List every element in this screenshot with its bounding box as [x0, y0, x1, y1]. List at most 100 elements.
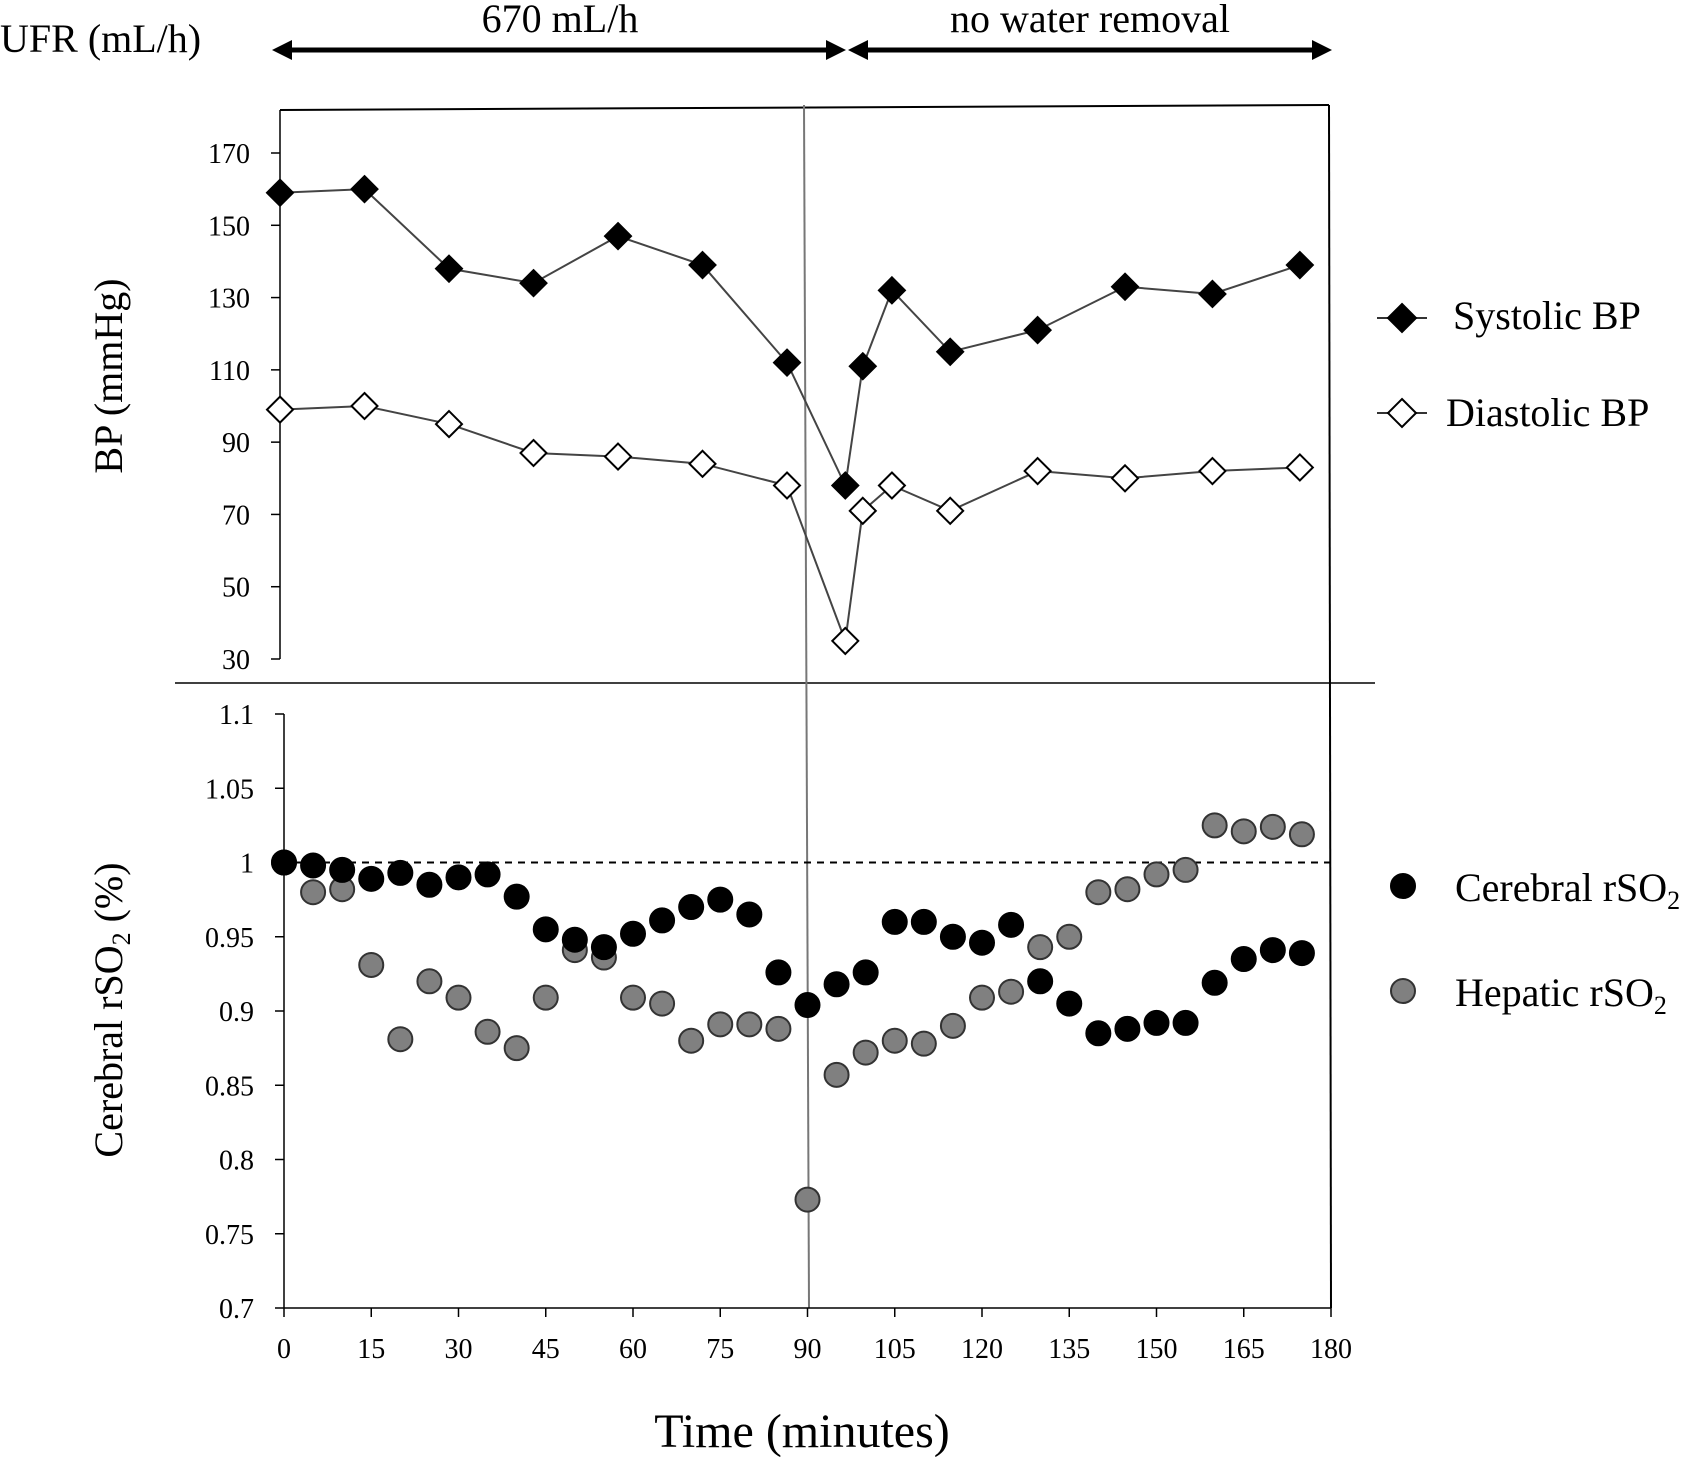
diastolic-point	[1110, 463, 1140, 493]
bp-panel: 30 50 70 90 110 130 150 170	[208, 110, 1315, 676]
cerebral-point	[329, 856, 356, 883]
cerebral-point	[503, 883, 530, 910]
bp-ytick-label: 90	[222, 428, 250, 459]
bp-ytick-label: 170	[208, 139, 250, 170]
systolic-point	[1285, 250, 1315, 280]
legend-cerebral-marker	[1390, 873, 1416, 899]
hepatic-point	[358, 951, 385, 978]
hepatic-point	[474, 1018, 501, 1045]
cerebral-point	[358, 865, 385, 892]
cerebral-point	[1056, 990, 1083, 1017]
diastolic-point	[434, 409, 464, 439]
x-axis-title: Time (minutes)	[654, 1405, 950, 1457]
systolic-point	[434, 254, 464, 284]
cerebral-point	[969, 929, 995, 956]
x-tick-label: 0	[277, 1334, 291, 1365]
cerebral-point	[1259, 937, 1286, 964]
hepatic-point	[532, 984, 559, 1011]
hepatic-point	[649, 990, 676, 1017]
cerebral-point	[474, 861, 501, 888]
hepatic-point	[1085, 879, 1112, 906]
legend-diastolic: Diastolic BP	[1377, 390, 1649, 435]
rso2-ytick-label: 1.05	[205, 774, 254, 805]
hepatic-point	[736, 1011, 763, 1038]
hepatic-point	[910, 1030, 937, 1057]
cerebral-point	[561, 926, 588, 953]
diastolic-point	[877, 471, 907, 500]
cerebral-point	[300, 852, 327, 879]
x-tick-label: 150	[1136, 1334, 1178, 1365]
systolic-point	[1110, 272, 1140, 302]
hepatic-point	[416, 968, 443, 995]
diastolic-point	[519, 438, 548, 468]
rso2-ytick-label: 0.75	[205, 1220, 254, 1251]
cerebral-point	[1172, 1009, 1199, 1036]
diastolic-point	[848, 496, 878, 526]
cerebral-point	[532, 916, 559, 943]
x-tick-label: 60	[619, 1334, 647, 1365]
cerebral-point	[678, 894, 705, 921]
systolic-point	[935, 337, 965, 367]
cerebral-point	[387, 859, 414, 886]
hepatic-point	[852, 1039, 879, 1066]
cerebral-point	[910, 908, 937, 935]
rso2-ytick-label: 1.1	[219, 700, 254, 731]
cerebral-point	[765, 959, 792, 986]
rso2-ytick-label: 0.95	[205, 923, 254, 954]
cerebral-point	[881, 908, 908, 935]
ufr-segment1-label: 670 mL/h	[482, 0, 639, 41]
hepatic-point	[1114, 876, 1141, 903]
cerebral-point	[939, 923, 966, 950]
right-frame-line	[1328, 104, 1332, 1309]
cerebral-point	[998, 911, 1025, 938]
legend-rso2: Cerebral rSO2 Hepatic rSO2	[1390, 865, 1680, 1020]
hepatic-point	[445, 984, 472, 1011]
diastolic-point	[935, 496, 965, 526]
diastolic-point	[1285, 453, 1315, 482]
hepatic-point	[1230, 818, 1257, 845]
ufr-label: UFR (mL/h)	[0, 16, 201, 61]
bp-ytick-label: 130	[208, 284, 250, 315]
phase-divider-line	[803, 104, 810, 1309]
legend-diastolic-label: Diastolic BP	[1446, 390, 1649, 435]
bp-ytick-label: 50	[222, 573, 250, 604]
ufr-segment2-label: no water removal	[950, 0, 1230, 41]
legend-systolic-marker	[1386, 302, 1418, 334]
legend-diastolic-marker	[1386, 397, 1418, 429]
bp-ylabel: BP (mmHg)	[86, 278, 131, 473]
rso2-ylabel: Cerebral rSO2 (%)	[86, 862, 136, 1157]
cerebral-point	[1288, 940, 1315, 967]
hepatic-point	[881, 1027, 908, 1054]
rso2-ytick-label: 0.8	[219, 1146, 254, 1177]
cerebral-point	[736, 901, 763, 928]
diastolic-point	[688, 449, 717, 479]
ufr-arrow-1	[272, 40, 846, 60]
systolic-point	[603, 221, 633, 251]
diastolic-point	[772, 471, 802, 500]
hepatic-point	[939, 1012, 966, 1039]
cerebral-point	[1201, 969, 1228, 996]
hepatic-point	[1288, 821, 1315, 848]
hepatic-point	[765, 1015, 792, 1042]
hepatic-point	[387, 1026, 414, 1053]
rso2-ytick-label: 0.9	[219, 997, 254, 1028]
systolic-point	[350, 174, 379, 204]
cerebral-point	[1027, 968, 1054, 995]
x-tick-label: 45	[532, 1334, 560, 1365]
x-tick-label: 120	[961, 1334, 1003, 1365]
x-tick-label: 180	[1310, 1334, 1352, 1365]
diastolic-point	[603, 442, 633, 472]
systolic-point	[688, 250, 717, 280]
ufr-arrow-2	[848, 40, 1332, 60]
x-tick-label: 165	[1223, 1334, 1265, 1365]
cerebral-point	[1085, 1020, 1112, 1047]
hepatic-point	[794, 1186, 821, 1213]
hepatic-point	[1201, 812, 1228, 839]
diastolic-point	[1023, 456, 1053, 486]
x-tick-label: 135	[1048, 1334, 1090, 1365]
diastolic-point	[1198, 456, 1227, 486]
systolic-point	[1198, 279, 1227, 309]
systolic-point	[1023, 315, 1053, 345]
legend-hepatic: Hepatic rSO2	[1390, 970, 1667, 1020]
